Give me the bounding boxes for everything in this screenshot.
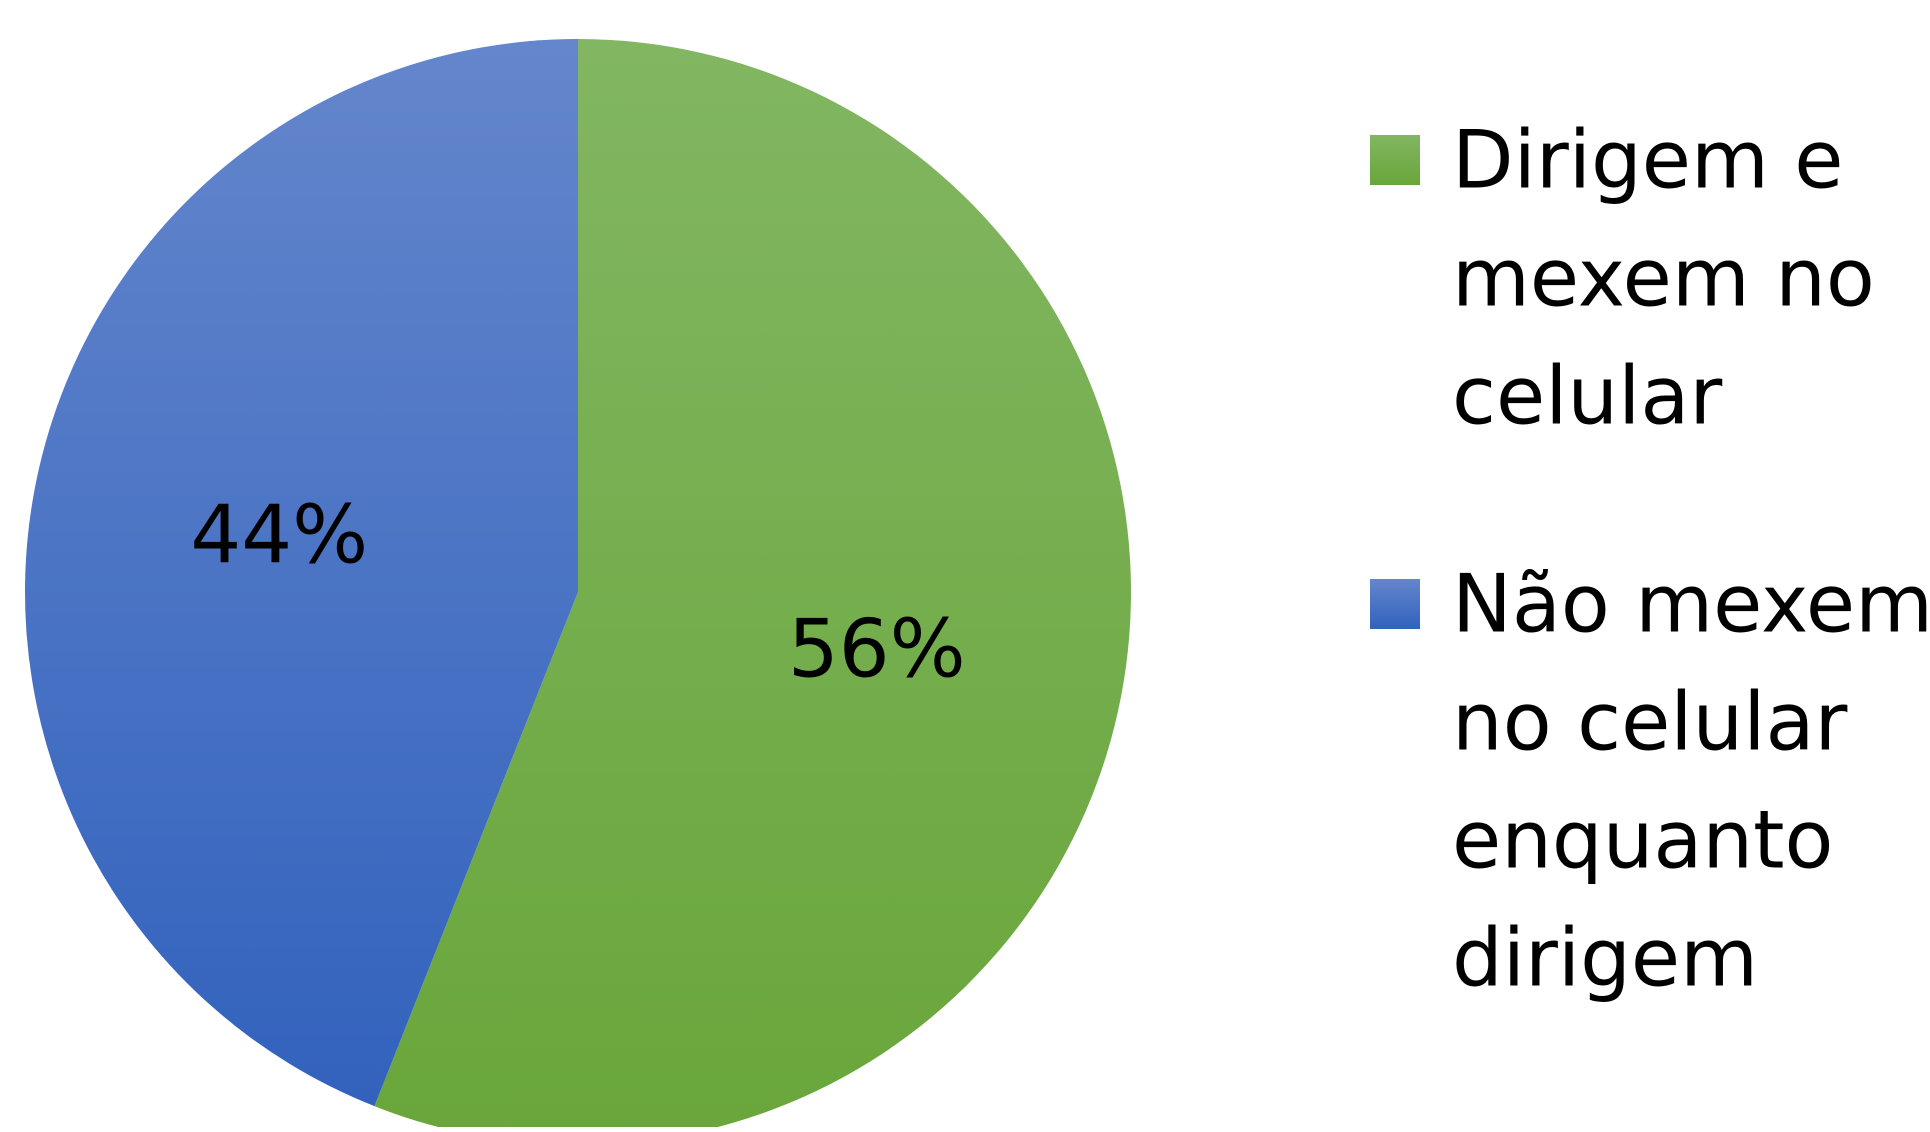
legend-label-1-line-3: celular: [1452, 350, 1722, 443]
pie-slices: [25, 39, 1131, 1132]
pie-data-labels: 56% 44%: [190, 489, 965, 696]
legend-label-1-line-1: Dirigem e: [1452, 114, 1844, 207]
legend-item-2: Não mexem no celular enquanto dirigem: [1370, 558, 1930, 1005]
legend-label-2-line-4: dirigem: [1452, 912, 1758, 1005]
legend-label-1-line-2: mexem no: [1452, 232, 1875, 325]
pie-slice-2: [25, 39, 579, 1107]
legend-label-2-line-3: enquanto: [1452, 794, 1833, 887]
pie-slice-1: [374, 39, 1131, 1132]
data-label-1: 56%: [788, 602, 966, 695]
legend-swatch-2: [1370, 579, 1420, 629]
legend-label-2-line-1: Não mexem: [1452, 558, 1930, 651]
data-label-2: 44%: [190, 489, 368, 582]
legend-swatch-1: [1370, 135, 1420, 185]
legend-item-1: Dirigem e mexem no celular: [1370, 114, 1875, 443]
legend-label-2-line-2: no celular: [1452, 676, 1847, 769]
legend: Dirigem e mexem no celular Não mexem no celu…: [1370, 114, 1930, 1005]
